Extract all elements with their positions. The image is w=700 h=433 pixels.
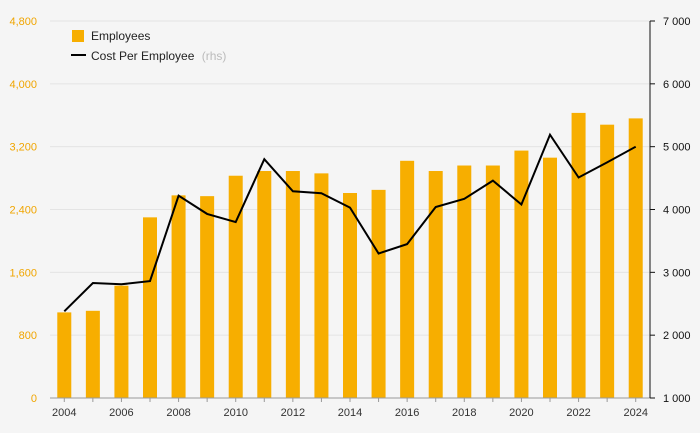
x-tick-label: 2012 [281,407,305,419]
y-left-tick-label: 800 [19,330,37,342]
x-tick-label: 2020 [509,407,533,419]
bar-employees-2018 [457,165,472,398]
bar-employees-2023 [600,124,615,399]
bar-employees-2013 [314,173,329,398]
bar-employees-2009 [200,196,215,398]
y-right-tick-label: 6 000 [663,79,691,91]
x-tick-label: 2008 [166,407,190,419]
legend-swatch-employees [72,30,84,42]
bar-employees-2006 [114,285,129,398]
legend-label-employees: Employees [91,29,150,43]
bar-employees-2012 [285,171,300,398]
bar-employees-2005 [85,310,100,398]
bar-employees-2020 [514,150,529,398]
x-tick-label: 2018 [452,407,476,419]
x-tick-label: 2010 [223,407,247,419]
bar-employees-2014 [343,193,357,398]
y-right-tick-label: 1 000 [663,393,691,405]
bar-employees-2021 [543,157,557,398]
legend-label-cost-suffix: (rhs) [202,49,227,63]
bar-employees-2022 [571,112,586,399]
bar-employees-2007 [143,217,157,398]
x-tick-label: 2024 [623,407,647,419]
y-right-tick-label: 2 000 [663,330,691,342]
bar-employees-2017 [428,171,443,398]
y-left-tick-label: 4,000 [9,79,37,91]
y-left-tick-label: 4,800 [9,16,37,28]
y-right-tick-label: 7 000 [663,16,691,28]
cost-line [63,132,637,313]
bar-employees-2004 [57,312,72,398]
legend: Employees Cost Per Employee (rhs) [71,29,226,63]
y-right-tick-label: 4 000 [663,205,691,217]
x-tick-label: 2004 [52,407,76,419]
y-left-tick-label: 0 [31,393,37,405]
x-tick-label: 2014 [338,407,362,419]
employees-bars [57,112,643,399]
legend-label-cost: Cost Per Employee (rhs) [91,49,226,63]
x-tick-label: 2006 [109,407,133,419]
line-cost-per-employee [63,132,637,313]
y-right-tick-label: 5 000 [663,142,691,154]
bar-employees-2011 [257,171,272,398]
x-tick-label: 2022 [566,407,590,419]
axes: 0 800 1,600 2,400 3,200 4,000 4,800 1 000 2 000 3… [9,16,690,419]
bar-employees-2008 [171,195,186,398]
y-left-tick-label: 1,600 [9,267,37,279]
legend-label-cost-name: Cost Per Employee [91,49,195,63]
x-tick-label: 2016 [395,407,419,419]
y-right-tick-label: 3 000 [663,267,691,279]
bar-employees-2016 [400,160,415,398]
bar-employees-2019 [485,165,500,398]
bar-employees-2024 [628,118,643,399]
bar-employees-2015 [371,189,386,398]
y-left-tick-label: 3,200 [9,142,37,154]
bar-employees-2010 [228,175,243,398]
y-left-tick-label: 2,400 [9,205,37,217]
